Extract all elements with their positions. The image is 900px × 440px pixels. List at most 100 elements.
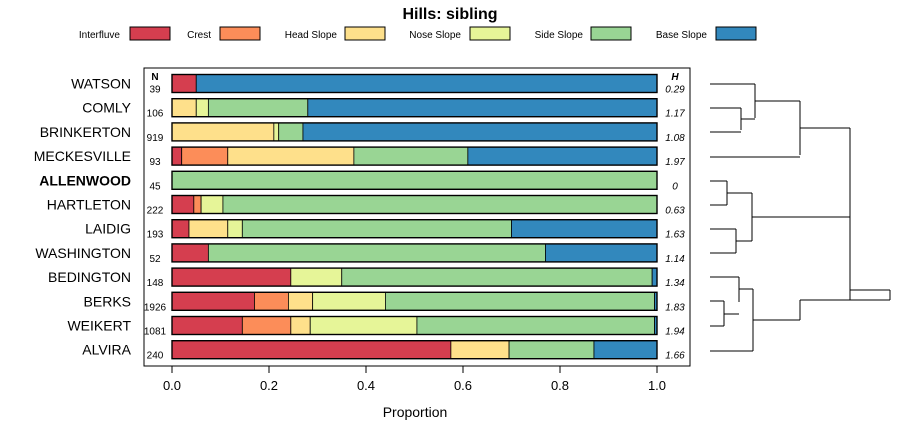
bar-segment-laidig-nose-slope (227, 219, 243, 239)
bar-segment-meckesville-head-slope (227, 146, 355, 166)
h-value-comly: 1.17 (665, 109, 685, 120)
row-label-alvira: ALVIRA (82, 342, 131, 358)
plot-frame (143, 67, 691, 367)
bar-outline-bedington (171, 267, 658, 287)
bar-segment-bedington-side-slope (341, 267, 653, 287)
bar-segment-alvira-interfluve (171, 340, 452, 360)
n-value-berks: 1926 (144, 302, 167, 313)
bar-segment-berks-nose-slope (312, 291, 386, 311)
bar-segment-bedington-nose-slope (290, 267, 343, 287)
row-label-watson: WATSON (71, 76, 131, 92)
bar-outline-alvira (171, 340, 658, 360)
bar-segment-meckesville-interfluve (171, 146, 183, 166)
bar-segment-bedington-base-slope (651, 267, 658, 287)
legend-swatch-head-slope (344, 26, 386, 41)
chart-title: Hills: sibling (402, 6, 497, 23)
bar-segment-laidig-base-slope (511, 219, 658, 239)
bar-segment-meckesville-base-slope (467, 146, 658, 166)
h-value-bedington: 1.34 (665, 278, 685, 289)
h-value-weikert: 1.94 (665, 327, 685, 338)
bar-segment-alvira-base-slope (593, 340, 658, 360)
row-label-berks: BERKS (84, 293, 131, 309)
n-value-laidig: 193 (147, 230, 164, 241)
bar-segment-comly-side-slope (207, 98, 309, 118)
bar-segment-comly-nose-slope (195, 98, 209, 118)
row-label-weikert: WEIKERT (67, 318, 131, 334)
legend: Interfluve Crest Head Slope Nose Slope Side … (79, 26, 757, 41)
bar-segment-washington-side-slope (207, 243, 546, 263)
bar-segment-berks-crest (254, 291, 289, 311)
bar-segment-berks-side-slope (384, 291, 655, 311)
bar-outline-washington (171, 243, 658, 263)
bar-segment-meckesville-crest (181, 146, 229, 166)
bar-outline-allenwood (171, 170, 658, 191)
bar-outline-hartleton (171, 194, 658, 215)
h-value-laidig: 1.63 (665, 230, 685, 241)
x-axis: 0.0 0.2 0.4 0.6 0.8 1.0 (163, 366, 666, 393)
n-value-washington: 52 (149, 254, 161, 265)
bar-segment-hartleton-interfluve (171, 195, 195, 214)
h-value-washington: 1.14 (665, 254, 685, 265)
n-value-weikert: 1081 (144, 327, 167, 338)
bar-segment-watson-interfluve (171, 74, 197, 93)
bar-segment-berks-head-slope (287, 291, 314, 311)
n-value-meckesville: 93 (149, 157, 161, 168)
x-tick-label-0: 0.0 (163, 378, 181, 393)
x-tick-label-3: 0.6 (454, 378, 472, 393)
bar-outline-meckesville (171, 146, 658, 166)
n-value-allenwood: 45 (149, 181, 161, 192)
bar-segment-weikert-side-slope (416, 316, 655, 335)
n-column-header: N (151, 72, 158, 83)
n-value-alvira: 240 (147, 351, 164, 362)
bar-segment-weikert-interfluve (171, 316, 243, 335)
bar-outline-laidig (171, 218, 658, 239)
x-tick-label-4: 0.8 (551, 378, 569, 393)
bar-segment-laidig-head-slope (188, 219, 229, 239)
bar-segment-washington-base-slope (545, 243, 658, 263)
row-labels: WATSON 39 0.29 COMLY 106 1.17 BRINKERTON 919 1.0… (34, 76, 685, 362)
bar-segment-weikert-head-slope (290, 316, 311, 335)
bar-segment-allenwood-side-slope (171, 170, 658, 190)
bar-outline-weikert (171, 315, 658, 336)
legend-swatch-base-slope (715, 26, 757, 41)
h-value-berks: 1.83 (665, 302, 685, 313)
h-value-alvira: 1.66 (665, 351, 685, 362)
bar-outline-comly (171, 97, 658, 118)
bar-segment-hartleton-crest (193, 195, 202, 214)
bar-segment-alvira-side-slope (508, 340, 595, 360)
bar-segment-brinkerton-head-slope (171, 122, 275, 142)
bar-segment-weikert-crest (241, 316, 292, 335)
bar-segment-berks-interfluve (171, 291, 255, 311)
legend-swatch-interfluve (129, 26, 171, 41)
bar-segment-laidig-side-slope (241, 219, 512, 239)
row-label-brinkerton: BRINKERTON (40, 124, 131, 140)
n-value-bedington: 148 (147, 278, 164, 289)
legend-label-side-slope: Side Slope (535, 30, 584, 41)
legend-label-head-slope: Head Slope (285, 30, 338, 41)
h-value-meckesville: 1.97 (665, 157, 685, 168)
row-label-bedington: BEDINGTON (48, 269, 131, 285)
bars-group (171, 73, 658, 360)
row-label-laidig: LAIDIG (85, 221, 131, 237)
bar-segment-comly-head-slope (171, 98, 197, 118)
row-label-washington: WASHINGTON (35, 245, 131, 261)
bar-segment-brinkerton-side-slope (278, 122, 304, 142)
row-label-comly: COMLY (82, 100, 131, 116)
bar-segment-bedington-interfluve (171, 267, 292, 287)
legend-label-base-slope: Base Slope (656, 30, 708, 41)
x-tick-label-5: 1.0 (648, 378, 666, 393)
n-value-watson: 39 (149, 85, 161, 96)
x-tick-label-2: 0.4 (357, 378, 375, 393)
h-value-hartleton: 0.63 (665, 206, 685, 217)
bar-segment-comly-base-slope (307, 98, 658, 118)
bar-segment-watson-base-slope (195, 74, 658, 93)
legend-label-interfluve: Interfluve (79, 30, 121, 41)
bar-segment-weikert-nose-slope (309, 316, 418, 335)
n-value-comly: 106 (147, 109, 164, 120)
h-value-watson: 0.29 (665, 85, 685, 96)
legend-swatch-crest (219, 26, 261, 41)
x-axis-label: Proportion (383, 404, 448, 420)
bar-segment-hartleton-nose-slope (200, 195, 224, 214)
bar-segment-brinkerton-base-slope (302, 122, 658, 142)
